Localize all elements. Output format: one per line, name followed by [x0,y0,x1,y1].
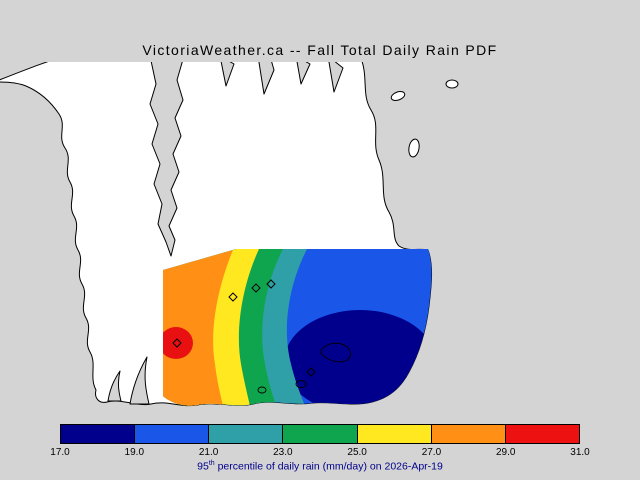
colorbar-segment [504,425,579,443]
tick-label: 27.0 [421,447,442,458]
colorbar-segment [134,425,209,443]
colorbar-segment [430,425,505,443]
contour-band-red-max [163,327,193,359]
station-marker [228,292,238,302]
tick-label: 17.0 [50,447,70,458]
offshore-islands [390,79,459,158]
tick-label: 29.0 [495,447,516,458]
tick-label: 23.0 [273,447,293,458]
station-markers [172,279,316,377]
coastal-bays [220,62,344,95]
colorbar-segment [356,425,431,443]
station-marker [251,283,261,293]
caption-ordinal: th [208,460,215,467]
contour-band-orange [163,250,233,406]
caption-text: percentile of daily rain (mm/day) on 202… [214,460,443,473]
tick-label: 31.0 [570,447,590,458]
saanich-inlet [149,62,184,257]
colorbar-segment [208,425,283,443]
station-marker [172,338,182,348]
colorbar-caption: 95th percentile of daily rain (mm/day) o… [0,460,640,473]
colorbar-ticks: 17.0 19.0 21.0 23.0 25.0 27.0 29.0 31.0 [50,447,589,459]
station-marker [266,279,276,289]
tick-label: 21.0 [198,447,219,458]
colorbar-segment [282,425,357,443]
tick-label: 19.0 [124,447,145,458]
lake-outlines [257,342,351,394]
colorbar [60,424,580,444]
contour-band-navy-min [284,310,432,406]
harbour-inlets [107,356,150,405]
caption-number: 95 [197,460,209,473]
contour-field [163,249,432,406]
page-title: VictoriaWeather.ca -- Fall Total Daily R… [142,42,498,58]
tick-label: 25.0 [347,447,367,458]
station-marker [306,367,316,377]
colorbar-segment [61,425,135,443]
